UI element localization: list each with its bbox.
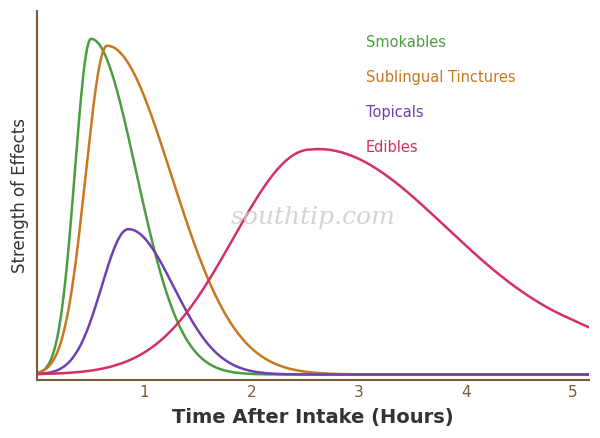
Text: Topicals: Topicals: [365, 105, 423, 120]
Y-axis label: Strength of Effects: Strength of Effects: [11, 118, 29, 273]
Text: Edibles: Edibles: [365, 140, 418, 155]
Text: Smokables: Smokables: [365, 35, 446, 50]
Text: southtip.com: southtip.com: [231, 206, 395, 229]
X-axis label: Time After Intake (Hours): Time After Intake (Hours): [172, 408, 454, 427]
Text: Sublingual Tinctures: Sublingual Tinctures: [365, 70, 515, 85]
